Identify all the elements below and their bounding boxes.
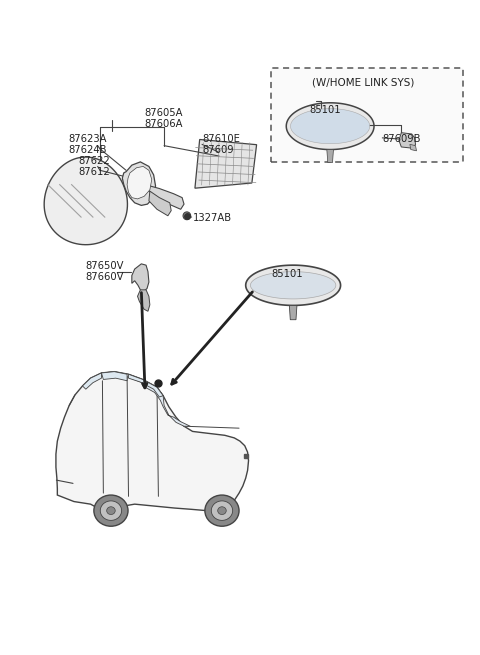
- Polygon shape: [195, 140, 257, 188]
- Ellipse shape: [107, 507, 115, 515]
- Ellipse shape: [94, 495, 128, 526]
- Polygon shape: [137, 290, 150, 311]
- Polygon shape: [56, 371, 249, 511]
- Text: 87624B: 87624B: [68, 145, 107, 155]
- Text: 85101: 85101: [310, 105, 341, 115]
- Polygon shape: [149, 186, 184, 210]
- Bar: [271, 67, 463, 162]
- Text: 87609B: 87609B: [383, 134, 421, 144]
- Polygon shape: [290, 109, 370, 143]
- Text: 85101: 85101: [272, 269, 303, 279]
- Polygon shape: [132, 264, 149, 291]
- Ellipse shape: [100, 501, 121, 520]
- Polygon shape: [129, 374, 163, 397]
- Text: 87623A: 87623A: [68, 134, 107, 144]
- Polygon shape: [286, 103, 374, 149]
- Text: 87622: 87622: [79, 157, 110, 166]
- Polygon shape: [246, 265, 341, 305]
- Ellipse shape: [211, 501, 233, 520]
- Polygon shape: [83, 373, 101, 389]
- Text: 87610E: 87610E: [202, 134, 240, 144]
- Text: 87606A: 87606A: [145, 119, 183, 128]
- Ellipse shape: [205, 495, 239, 526]
- Polygon shape: [327, 149, 334, 162]
- Text: 87605A: 87605A: [145, 108, 183, 118]
- Text: 87612: 87612: [79, 166, 110, 177]
- Text: 87609: 87609: [202, 145, 234, 155]
- Polygon shape: [44, 157, 128, 245]
- Polygon shape: [127, 166, 152, 199]
- Ellipse shape: [218, 507, 226, 515]
- Polygon shape: [410, 144, 417, 151]
- Polygon shape: [122, 162, 156, 206]
- Ellipse shape: [183, 212, 191, 219]
- Polygon shape: [143, 381, 190, 426]
- Text: 87660V: 87660V: [86, 272, 124, 282]
- Text: 87650V: 87650V: [86, 261, 124, 271]
- Polygon shape: [101, 371, 127, 381]
- Polygon shape: [149, 191, 171, 215]
- Polygon shape: [101, 371, 163, 397]
- Text: (W/HOME LINK SYS): (W/HOME LINK SYS): [312, 77, 415, 87]
- Polygon shape: [251, 272, 336, 299]
- Polygon shape: [289, 305, 297, 320]
- Text: 1327AB: 1327AB: [192, 214, 232, 223]
- Polygon shape: [399, 133, 416, 148]
